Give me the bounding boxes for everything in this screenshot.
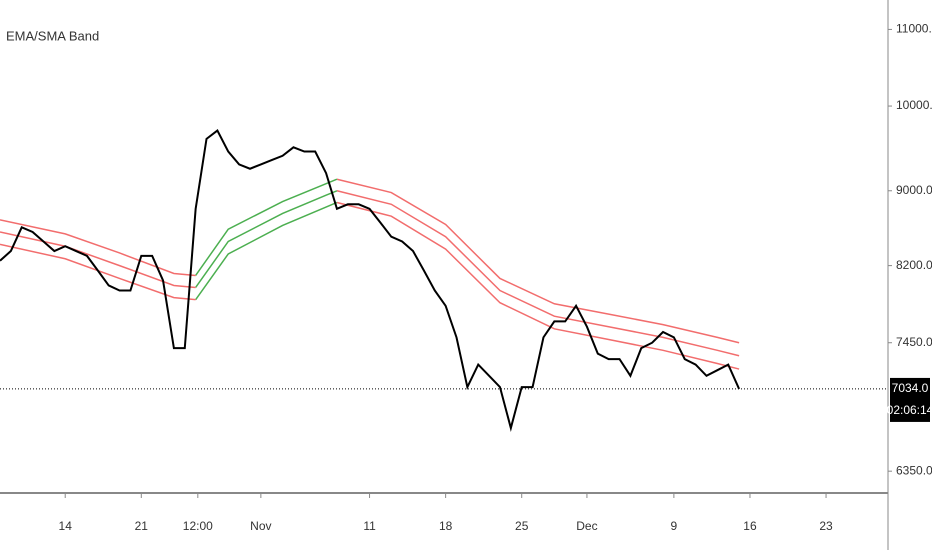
band-line	[336, 190, 740, 357]
x-tick-label: 11	[363, 519, 376, 533]
y-tick-label: 11000.0	[896, 22, 932, 36]
band-line	[195, 190, 338, 288]
x-tick-label: 25	[515, 519, 529, 533]
y-tick-label: 7450.0	[896, 335, 932, 349]
x-tick-label: 16	[743, 519, 757, 533]
x-tick-label: 23	[819, 519, 833, 533]
band-line	[0, 231, 196, 289]
last-price-box	[890, 377, 930, 422]
x-tick-label: 18	[439, 519, 453, 533]
y-tick-label: 6350.0	[896, 463, 932, 477]
x-tick-label: 9	[671, 519, 678, 533]
y-tick-label: 9000.0	[896, 183, 932, 197]
countdown-label: 02:06:14	[887, 403, 932, 417]
y-tick-label: 10000.0	[896, 98, 932, 112]
band-line	[0, 243, 196, 301]
x-tick-label: Nov	[250, 519, 271, 533]
x-tick-label: Dec	[576, 519, 597, 533]
band-line	[195, 178, 338, 276]
band-line	[195, 201, 338, 301]
band-line	[0, 219, 196, 277]
chart-title: EMA/SMA Band	[6, 28, 99, 43]
last-price-label: 7034.0	[892, 381, 929, 395]
band-line	[336, 178, 740, 344]
x-tick-label: 21	[135, 519, 149, 533]
x-tick-label: 14	[59, 519, 73, 533]
price-line	[0, 129, 741, 432]
x-tick-label: 12:00	[183, 519, 213, 533]
band-line	[336, 201, 740, 370]
y-tick-label: 8200.0	[896, 258, 932, 272]
